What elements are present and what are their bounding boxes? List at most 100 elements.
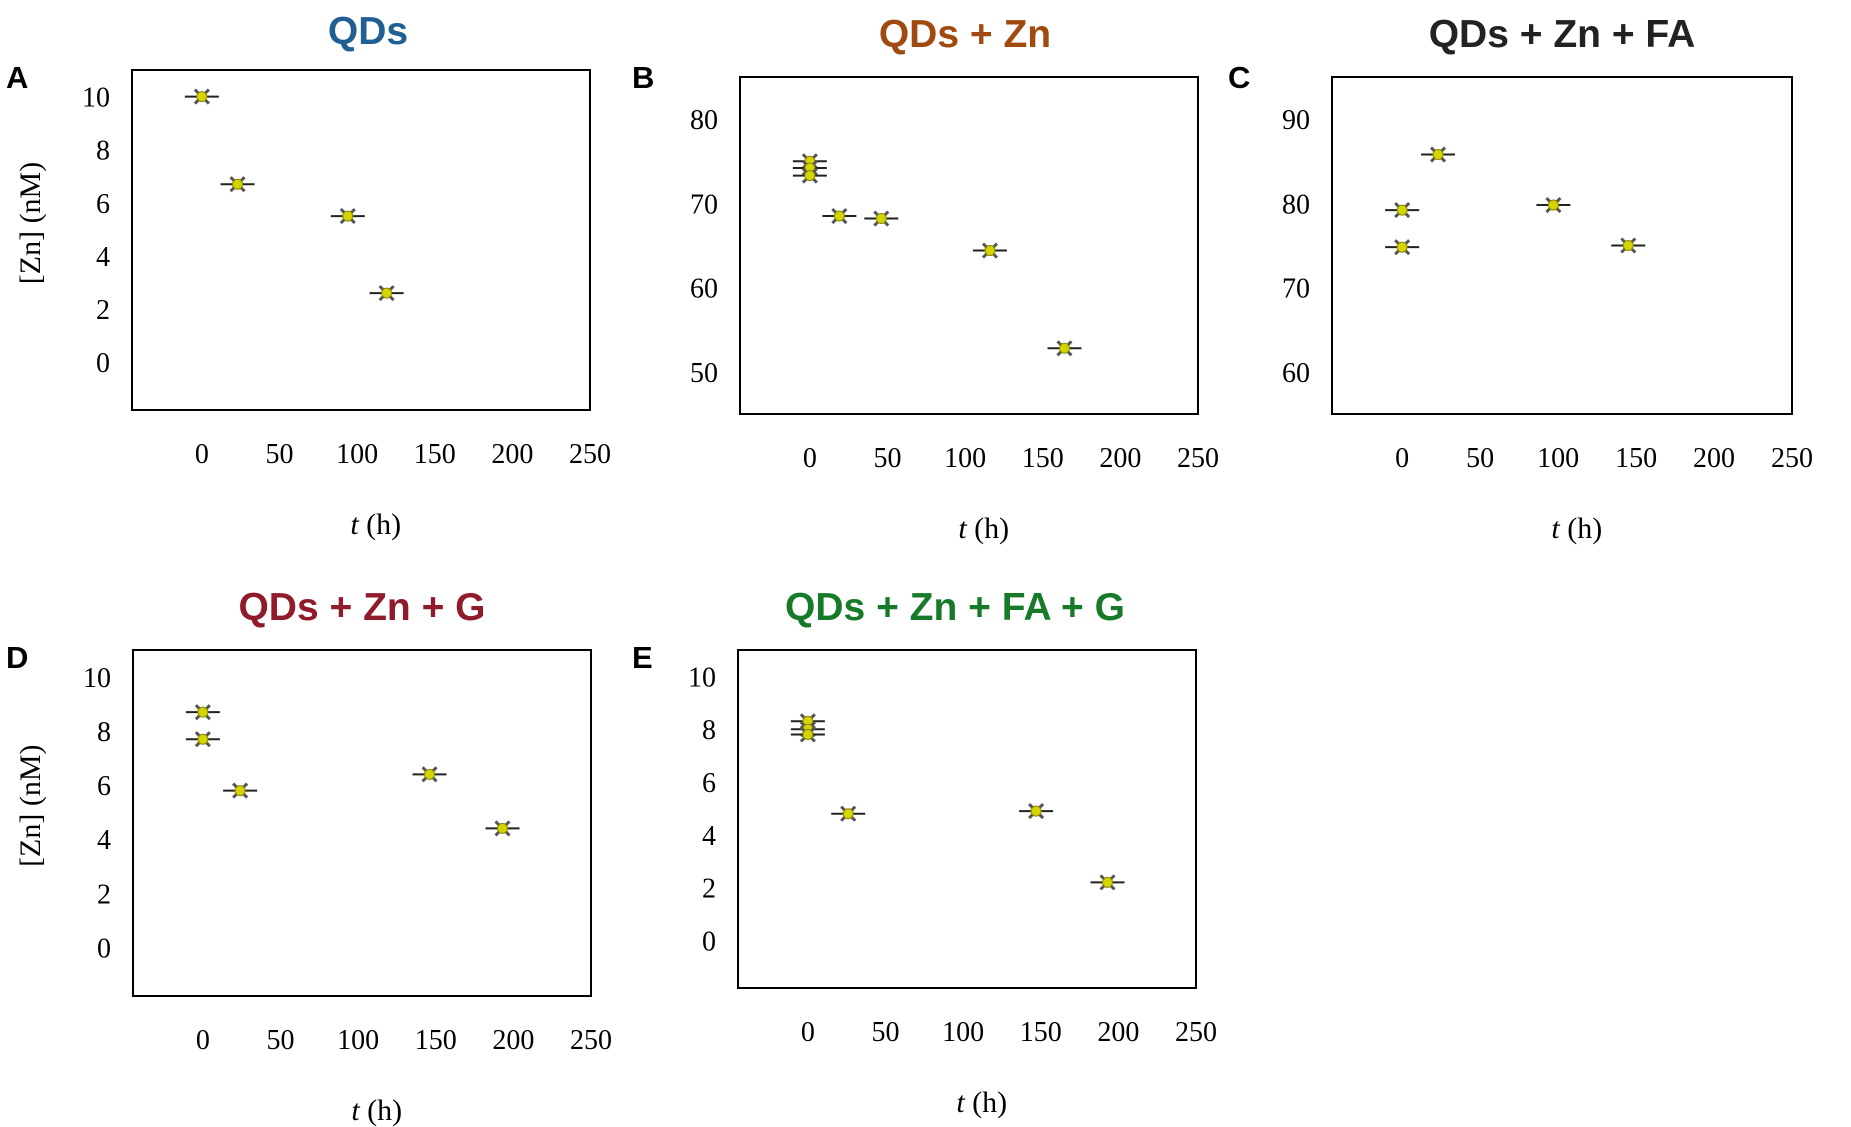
panel-c-ytick-label: 60 — [1282, 358, 1310, 389]
panel-a-data-point — [330, 208, 365, 225]
panel-d-ytick-label: 8 — [97, 717, 111, 748]
panel-e-data-point — [1090, 874, 1125, 891]
panel-b-label: B — [632, 60, 654, 95]
panel-e-xtick-label: 100 — [942, 1017, 984, 1048]
panel-c-marker — [1547, 199, 1559, 211]
panel-a-title: QDs — [328, 10, 408, 53]
panel-d-marker — [197, 733, 209, 745]
panel-e-title: QDs + Zn + FA + G — [785, 586, 1125, 629]
panel-d-ytick-label: 6 — [97, 771, 111, 802]
panel-c-label: C — [1228, 60, 1250, 95]
panel-b-data-point — [1047, 340, 1082, 357]
panel-c-ytick-label: 80 — [1282, 189, 1310, 220]
panel-b: B QDs + Zn 50 60 70 80 0 50 100 150 200 250 t (h) — [632, 13, 1219, 545]
panel-d-title: QDs + Zn + G — [238, 586, 485, 629]
panel-c-marker — [1396, 241, 1408, 253]
panel-b-marker — [1058, 342, 1070, 354]
panel-e-marker — [1102, 876, 1114, 888]
panel-e-ytick-label: 2 — [702, 874, 716, 905]
panel-e-ytick-label: 6 — [702, 768, 716, 799]
panel-b-marker — [875, 213, 887, 225]
panel-a-ytick-label: 6 — [96, 189, 110, 220]
panel-b-x-axis-variable: t — [958, 512, 967, 545]
panel-d-plot-frame — [132, 649, 592, 997]
panel-a-xtick-label: 250 — [569, 439, 611, 470]
panel-c-marker — [1622, 240, 1634, 251]
panel-b-title: QDs + Zn — [879, 13, 1051, 56]
panel-b-data-point — [792, 167, 827, 184]
panel-a-marker — [381, 287, 393, 299]
panel-e-xtick-label: 0 — [801, 1017, 815, 1048]
panel-e-ytick-label: 4 — [702, 821, 716, 852]
panel-a-label: A — [6, 60, 28, 95]
panel-b-marker — [833, 210, 845, 222]
panel-b-marker — [984, 245, 996, 257]
panel-c-xtick-label: 200 — [1693, 443, 1735, 474]
panel-c-title: QDs + Zn + FA — [1429, 13, 1696, 56]
panel-a-x-axis-variable: t — [350, 508, 359, 541]
panel-c-xtick-label: 100 — [1537, 443, 1579, 474]
panel-c-marker — [1432, 149, 1444, 161]
panel-e-xtick-label: 250 — [1175, 1017, 1217, 1048]
panel-d-x-axis-label: t (h) — [351, 1094, 402, 1127]
panel-e-ytick-label: 0 — [702, 926, 716, 957]
panel-d-marker — [234, 785, 246, 797]
panel-c-x-axis-label: t (h) — [1551, 512, 1602, 545]
panel-c-x-axis-unit: (h) — [1560, 512, 1602, 545]
panel-d-xtick-label: 100 — [337, 1025, 379, 1056]
panel-e-data-point — [790, 726, 825, 743]
panel-a-xtick-label: 200 — [491, 439, 533, 470]
panel-a-xtick-label: 50 — [265, 439, 293, 470]
panel-d-ytick-label: 0 — [97, 933, 111, 964]
panel-d-data-point — [185, 731, 220, 748]
panel-a-x-axis-unit: (h) — [359, 508, 401, 541]
panel-a-data-point — [220, 176, 255, 193]
panel-a-xtick-label: 100 — [336, 439, 378, 470]
panel-a-xtick-label: 0 — [195, 439, 209, 470]
panel-b-xtick-label: 250 — [1177, 443, 1219, 474]
panel-a-ytick-label: 8 — [96, 136, 110, 167]
panel-e-plot-frame — [737, 649, 1197, 989]
panel-c-marker — [1396, 204, 1408, 216]
panel-b-ytick-label: 50 — [690, 358, 718, 389]
panel-c-xtick-label: 50 — [1466, 443, 1494, 474]
panel-e-label: E — [632, 640, 653, 675]
panel-a-plot-frame — [131, 69, 591, 411]
panel-a-ytick-label: 10 — [82, 83, 110, 114]
panel-a-ytick-label: 2 — [96, 295, 110, 326]
panel-d-xtick-label: 150 — [415, 1025, 457, 1056]
panel-a-ytick-label: 0 — [96, 348, 110, 379]
panel-d-x-axis-unit: (h) — [360, 1094, 402, 1127]
panel-b-ytick-label: 80 — [690, 105, 718, 136]
panel-c-data-point — [1385, 239, 1420, 256]
panel-e-xtick-label: 150 — [1020, 1017, 1062, 1048]
panel-e-x-axis-variable: t — [956, 1086, 965, 1119]
panel-a-marker — [196, 91, 208, 103]
panel-c-ytick-label: 90 — [1282, 105, 1310, 136]
panel-b-x-axis-unit: (h) — [967, 512, 1009, 545]
panel-b-data-point — [972, 242, 1007, 259]
panel-b-xtick-label: 0 — [803, 443, 817, 474]
panel-a-marker — [232, 178, 244, 190]
panel-d-xtick-label: 250 — [570, 1025, 612, 1056]
panel-c-data-point — [1611, 237, 1646, 254]
panel-e-marker — [842, 808, 854, 820]
panel-e-x-axis-label: t (h) — [956, 1086, 1007, 1119]
panel-d-ytick-label: 4 — [97, 825, 111, 856]
panel-c-xtick-label: 150 — [1615, 443, 1657, 474]
panel-c-data-point — [1385, 202, 1420, 219]
panel-b-ytick-label: 70 — [690, 189, 718, 220]
panel-e-marker — [802, 729, 814, 740]
panel-b-x-axis-label: t (h) — [958, 512, 1009, 545]
panel-b-xtick-label: 200 — [1099, 443, 1141, 474]
panel-b-data-point — [864, 210, 899, 227]
panel-d-ytick-label: 2 — [97, 879, 111, 910]
panel-d-marker — [497, 822, 509, 834]
panel-e-data-point — [831, 805, 866, 822]
panel-d-marker — [197, 706, 209, 718]
panel-b-data-point — [822, 207, 857, 225]
panel-d-y-axis-label: [Zn] (nM) — [14, 744, 47, 866]
